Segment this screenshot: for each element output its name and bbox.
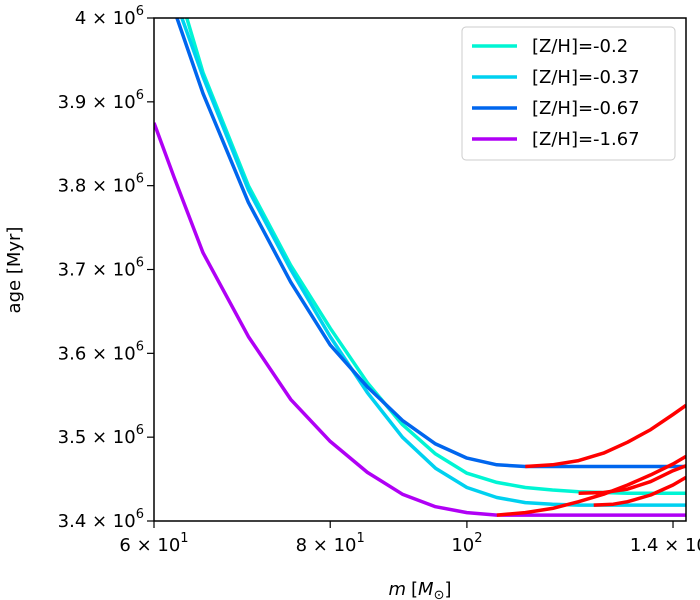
y-tick-label: 3.9 × 106 xyxy=(58,88,144,113)
legend: [Z/H]=-0.2 [Z/H]=-0.37 [Z/H]=-0.67 [Z/H]=-1… xyxy=(461,26,676,161)
x-tick-label: 6 × 101 xyxy=(119,531,188,556)
x-tick-label: 1.4 × 102 xyxy=(630,531,700,556)
legend-label: [Z/H]=-0.67 xyxy=(532,98,640,119)
x-tick-label: 102 xyxy=(451,531,482,556)
x-axis: 6 × 101 8 × 101 102 1.4 × 102 xyxy=(119,521,700,556)
series-line-1 xyxy=(180,18,686,507)
series-line-3 xyxy=(154,122,686,517)
legend-box xyxy=(461,26,676,161)
legend-label: [Z/H]=-1.67 xyxy=(532,129,640,150)
y-axis-label: age [Myr] xyxy=(4,227,25,314)
y-tick-label: 3.5 × 106 xyxy=(58,423,144,448)
series-line-6 xyxy=(578,464,686,496)
x-axis-label: m [M⊙] xyxy=(388,579,451,600)
x-tick-label: 8 × 101 xyxy=(296,531,365,556)
series-line-2 xyxy=(175,18,686,469)
y-axis: 3.4 × 106 3.5 × 106 3.6 × 106 3.7 × 106 3.8 … xyxy=(58,4,154,532)
y-tick-label: 3.7 × 106 xyxy=(58,256,144,281)
y-tick-label: 3.6 × 106 xyxy=(58,339,144,364)
legend-label: [Z/H]=-0.2 xyxy=(532,36,628,57)
legend-label: [Z/H]=-0.37 xyxy=(532,67,640,88)
y-tick-label: 3.4 × 106 xyxy=(58,507,144,532)
y-tick-label: 3.8 × 106 xyxy=(58,172,144,197)
y-tick-label: 4 × 106 xyxy=(75,4,144,29)
series-line-4 xyxy=(525,403,686,469)
series-layer xyxy=(154,18,686,517)
series-line-7 xyxy=(593,475,686,507)
